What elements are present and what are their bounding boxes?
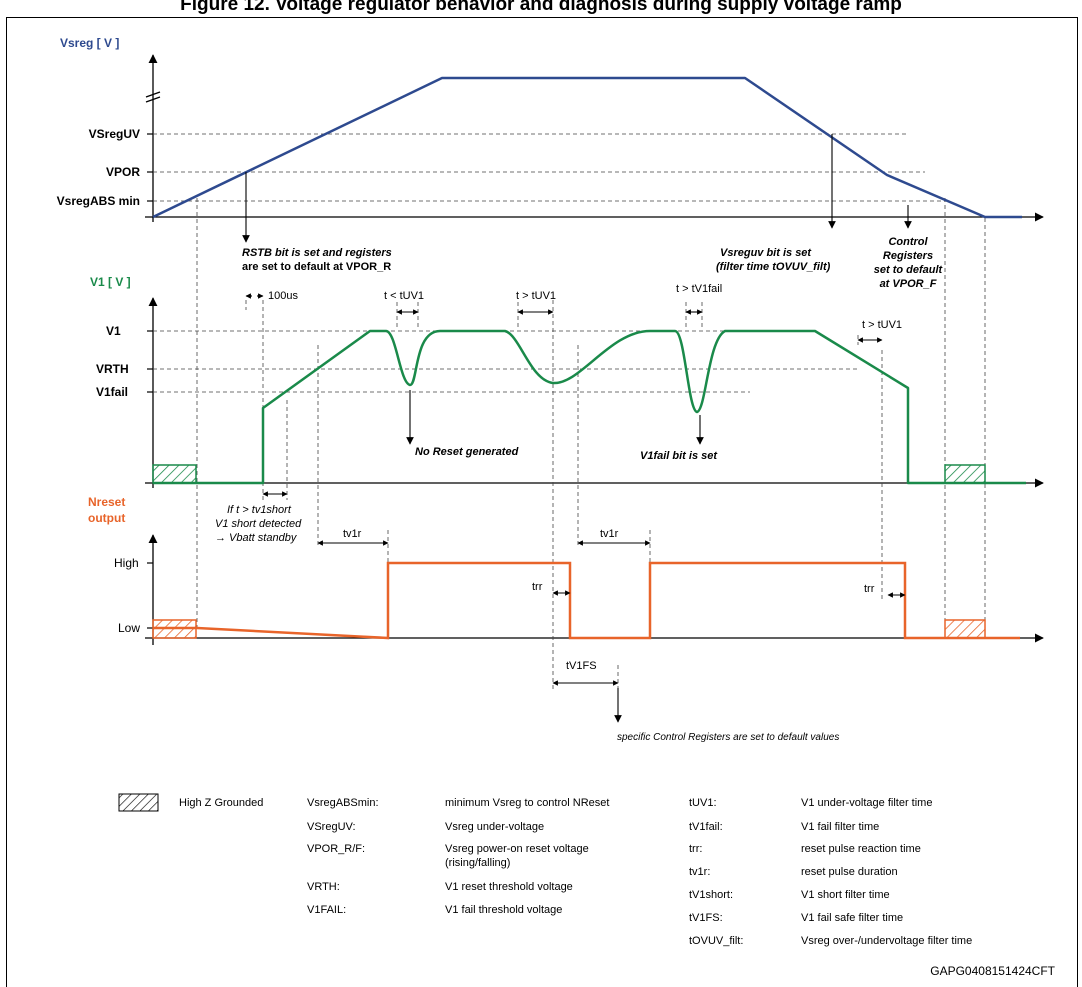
- axis-break-mark: [145, 96, 161, 103]
- vpor-level-label: VPOR: [106, 165, 140, 179]
- control-note: Control: [888, 236, 928, 248]
- vrth-level-label: VRTH: [96, 362, 129, 376]
- tuv1-long-label: t > tUV1: [516, 290, 556, 302]
- legend-term: tV1fail:: [689, 821, 723, 833]
- tv1r-label: tv1r: [343, 528, 362, 540]
- vsregabs-level-label: VsregABS min: [57, 194, 140, 208]
- page-title: Figure 12. Voltage regulator behavior an…: [180, 0, 902, 15]
- vsreg-trace: [152, 76, 1022, 219]
- legend-desc: V1 fail safe filter time: [801, 912, 903, 924]
- legend-desc: V1 reset threshold voltage: [445, 881, 573, 893]
- v1-highz-box: [944, 464, 986, 484]
- vsreguv-note: Vsreguv bit is set: [720, 247, 812, 259]
- control-note: Registers: [883, 250, 933, 262]
- legend-desc: V1 fail filter time: [801, 821, 879, 833]
- vsreguv-note: (filter time tOVUV_filt): [716, 261, 831, 273]
- legend-desc: (rising/falling): [445, 857, 510, 869]
- legend-term: trr:: [689, 843, 702, 855]
- legend-desc: Vsreg under-voltage: [445, 821, 544, 833]
- short-note: V1 short detected: [215, 518, 302, 530]
- t100us-label: 100us: [268, 290, 298, 302]
- v1fail-level-label: V1fail: [96, 385, 128, 399]
- short-note: If t > tv1short: [227, 504, 292, 516]
- level-ticks: [147, 133, 153, 629]
- control-note: at VPOR_F: [880, 278, 937, 290]
- nreset-trace: [153, 561, 1020, 640]
- control-note: set to default: [874, 264, 944, 276]
- legend-term: VPOR_R/F:: [307, 843, 365, 855]
- trr-label: trr: [864, 583, 875, 595]
- specific-note: specific Control Registers are set to de…: [617, 732, 839, 743]
- rstb-note: RSTB bit is set and registers: [242, 247, 392, 259]
- legend-term: tV1FS:: [689, 912, 723, 924]
- v1fail-set-note: V1fail bit is set: [640, 450, 718, 462]
- legend-desc: minimum Vsreg to control NReset: [445, 797, 609, 809]
- tv1r-label: tv1r: [600, 528, 619, 540]
- v1-level-label: V1: [106, 324, 121, 338]
- axes: [145, 54, 1044, 645]
- v1-axis-label: V1 [ V ]: [90, 275, 131, 289]
- legend-desc: Vsreg power-on reset voltage: [445, 843, 589, 855]
- annotation-arrows: [242, 134, 912, 723]
- legend-desc: V1 under-voltage filter time: [801, 797, 932, 809]
- legend-term: VSregUV:: [307, 821, 356, 833]
- low-level-label: Low: [118, 621, 140, 635]
- figure-frame: [6, 17, 1078, 987]
- nreset-axis-label: Nreset: [88, 495, 125, 509]
- legend-term: tV1short:: [689, 889, 733, 901]
- tv1fail-label: t > tV1fail: [676, 283, 722, 295]
- legend-term: tv1r:: [689, 866, 710, 878]
- vsreguv-level-label: VSregUV: [89, 127, 140, 141]
- legend-term: VRTH:: [307, 881, 340, 893]
- axis-break-mark: [145, 91, 161, 98]
- highz-legend-swatch: [118, 793, 159, 812]
- legend-term: tOVUV_filt:: [689, 935, 743, 947]
- legend-desc: reset pulse duration: [801, 866, 898, 878]
- nreset-highz-box: [944, 619, 986, 639]
- highz-legend-label: High Z Grounded: [179, 797, 263, 809]
- legend-desc: reset pulse reaction time: [801, 843, 921, 855]
- legend-term: tUV1:: [689, 797, 717, 809]
- legend-desc: V1 short filter time: [801, 889, 890, 901]
- figure-id: GAPG0408151424CFT: [930, 964, 1055, 978]
- rstb-note: are set to default at VPOR_R: [242, 261, 391, 273]
- legend-desc: Vsreg over-/undervoltage filter time: [801, 935, 972, 947]
- dashed-verticals: [196, 198, 986, 690]
- no-reset-note: No Reset generated: [415, 446, 519, 458]
- tv1fs-label: tV1FS: [566, 660, 597, 672]
- nreset-highz-box: [152, 619, 197, 639]
- v1-highz-box: [152, 464, 197, 484]
- trr-label: trr: [532, 581, 543, 593]
- nreset-axis-label: output: [88, 511, 125, 525]
- legend-term: V1FAIL:: [307, 904, 346, 916]
- legend-term: VsregABSmin:: [307, 797, 379, 809]
- v1-trace: [153, 329, 1026, 485]
- legend-desc: V1 fail threshold voltage: [445, 904, 562, 916]
- short-note: → Vbatt standby: [215, 532, 298, 544]
- tuv1-short-label: t < tUV1: [384, 290, 424, 302]
- tuv1-end-label: t > tUV1: [862, 319, 902, 331]
- vsreg-axis-label: Vsreg [ V ]: [60, 36, 119, 50]
- high-level-label: High: [114, 556, 139, 570]
